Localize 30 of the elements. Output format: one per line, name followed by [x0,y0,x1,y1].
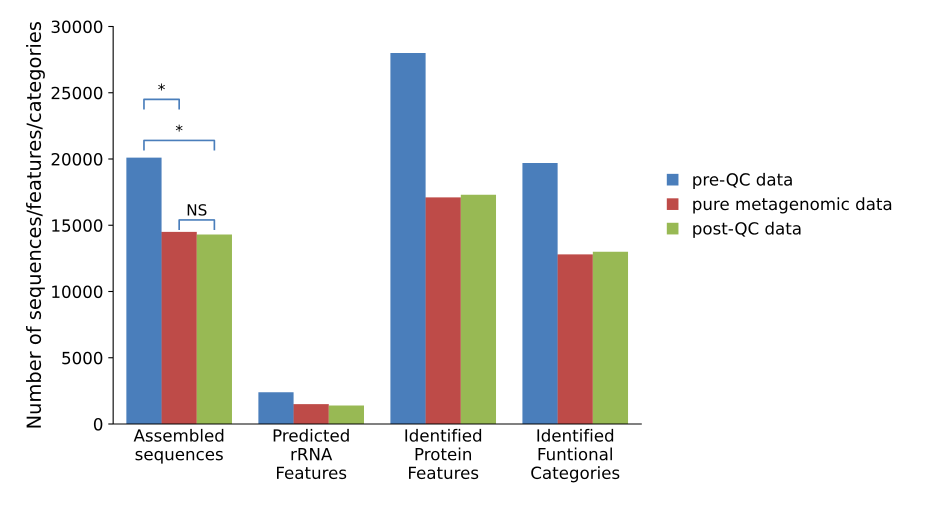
y-tick-label: 15000 [52,219,102,232]
bar [162,232,197,424]
y-tick-label: 30000 [52,20,102,34]
y-tick-label: 25000 [52,86,102,100]
legend-label: pure metagenomic data [693,197,892,214]
bar [258,392,294,424]
y-tick-label: 5000 [62,352,102,364]
y-axis-title: Number of sequences/features/categories [26,22,45,428]
x-tick-label: Predicted rRNA Features [274,428,349,480]
bar [328,405,364,424]
annotation: * [158,84,165,90]
bar [558,254,593,424]
x-tick-label: Assembled sequences [134,428,224,464]
bar [390,53,426,424]
y-tick-label: 20000 [52,152,102,166]
bar [426,197,461,424]
bar [294,404,329,424]
x-tick-label: Identified Protein Features [405,428,482,480]
bar [196,234,232,424]
x-tick-label: Identified Funtional Categories [531,428,620,482]
y-tick-label: 0 [94,418,102,431]
bar [460,194,496,424]
bar [126,158,162,424]
bar [592,252,628,424]
bar [522,162,558,424]
legend-label: post-QC data [693,222,800,238]
annotation: NS [188,204,206,216]
annotation: * [176,124,183,132]
y-tick-label: 10000 [52,285,102,298]
legend-label: pre-QC data [693,172,792,189]
